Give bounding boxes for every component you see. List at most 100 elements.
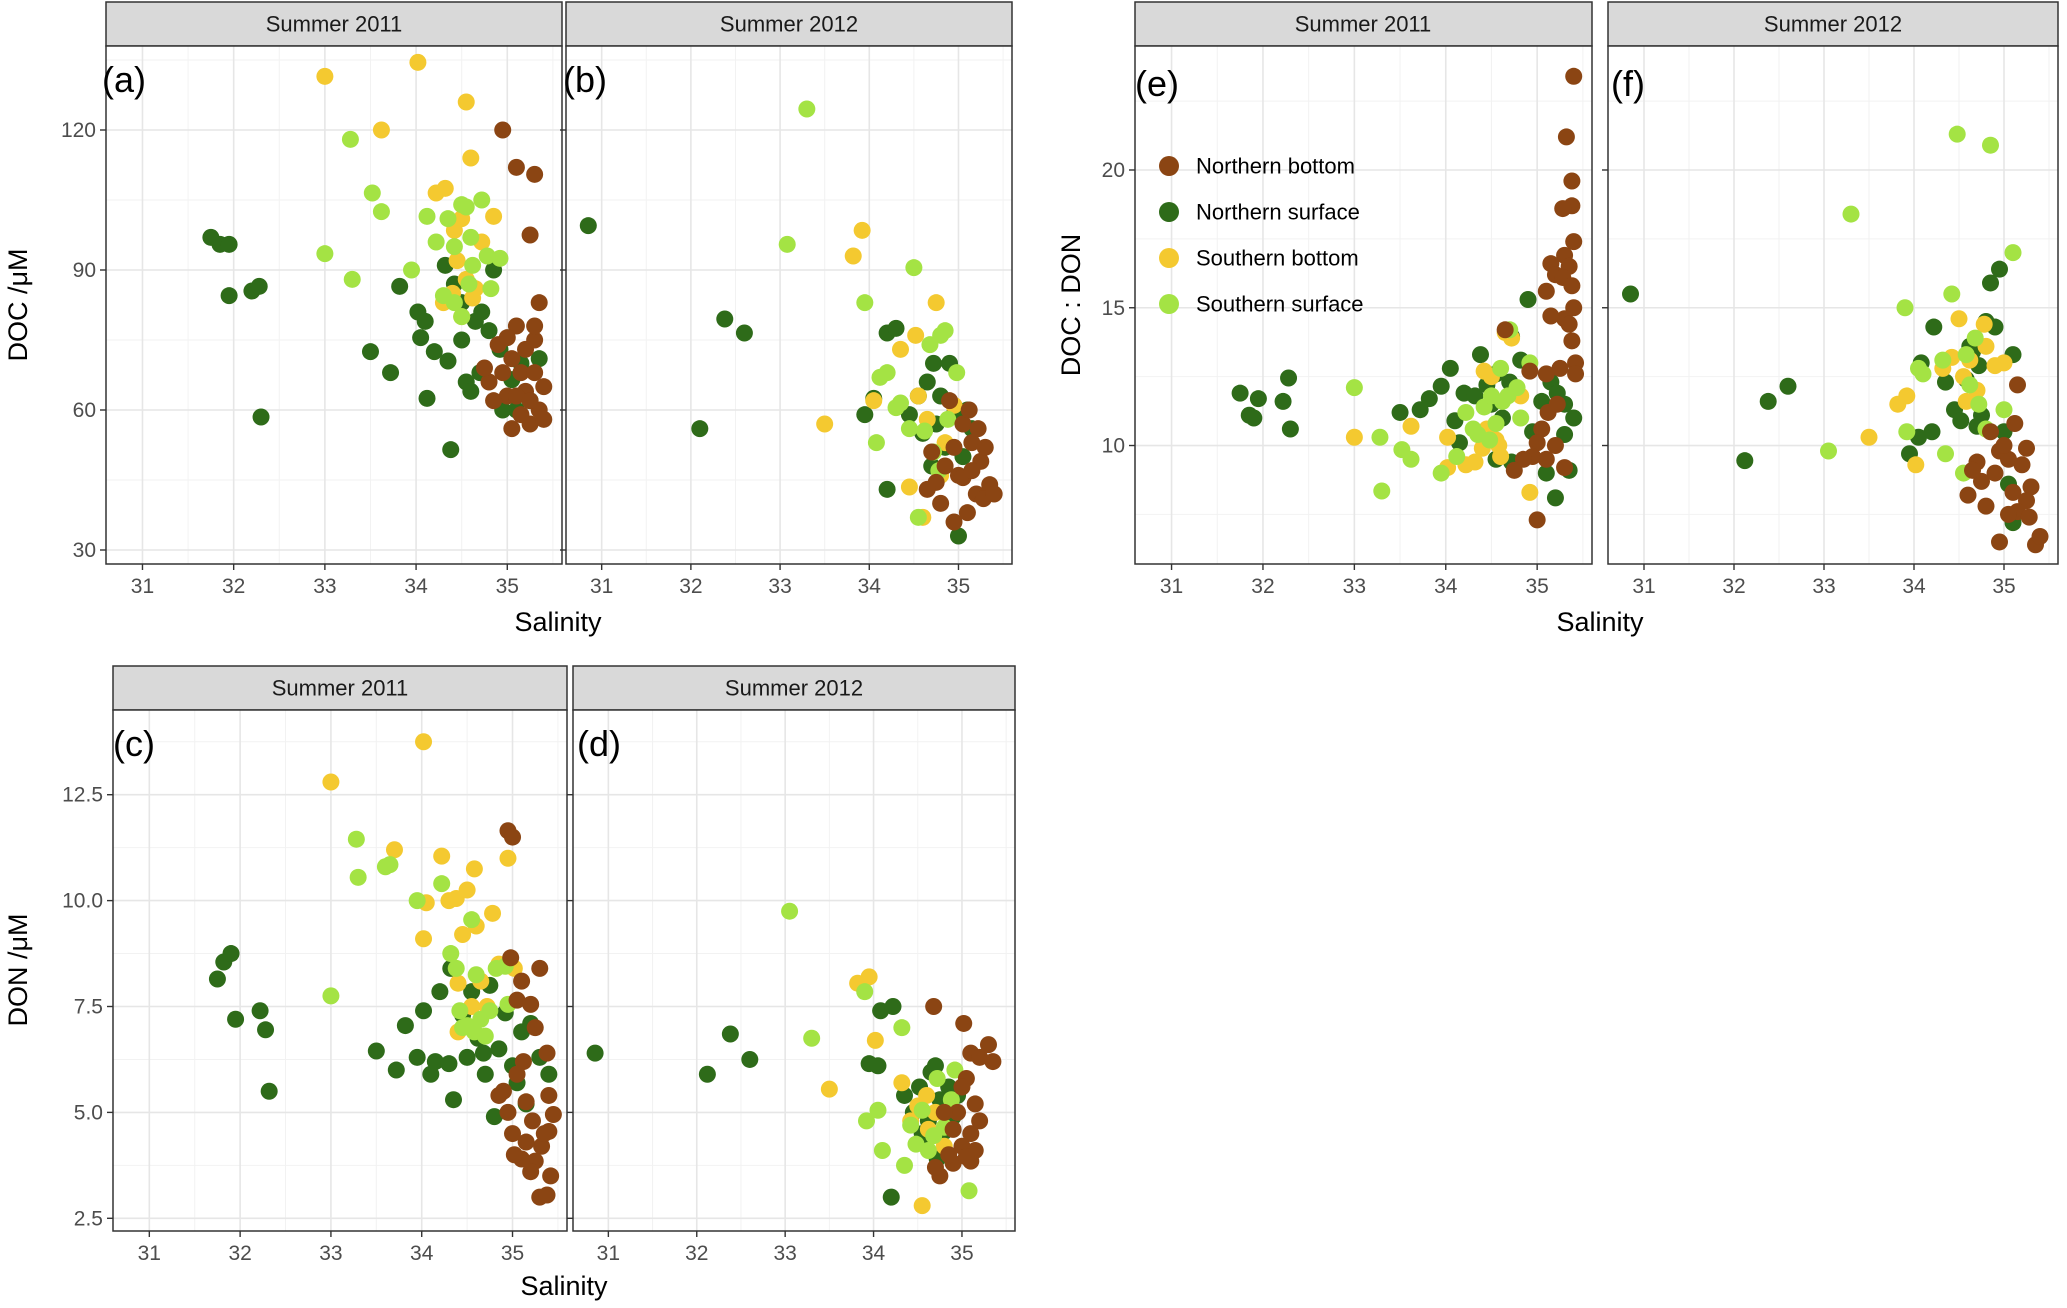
y-axis-title-c: DON /μM xyxy=(3,913,33,1026)
point-southern-bottom-f xyxy=(1950,310,1968,328)
point-southern-bottom-c xyxy=(385,841,403,859)
point-northern-surface-d xyxy=(896,1086,913,1104)
point-northern-bottom-c xyxy=(533,1137,551,1155)
point-southern-surface-a xyxy=(403,261,421,279)
point-northern-surface-e xyxy=(1280,369,1298,387)
points-f xyxy=(1622,125,2049,554)
point-southern-surface-f xyxy=(1970,395,1988,413)
point-northern-bottom-c xyxy=(542,1167,560,1185)
point-northern-bottom-a xyxy=(503,350,521,368)
point-northern-surface-a xyxy=(416,312,434,330)
point-southern-bottom-e xyxy=(1466,453,1484,471)
point-southern-surface-b xyxy=(900,420,918,438)
point-northern-surface-a xyxy=(442,441,460,459)
point-northern-bottom-b xyxy=(941,392,959,410)
point-northern-surface-c xyxy=(396,1017,414,1035)
point-northern-bottom-e xyxy=(1551,359,1569,377)
point-southern-surface-e xyxy=(1487,414,1505,432)
point-southern-bottom-b xyxy=(844,247,862,265)
point-southern-bottom-f xyxy=(1898,387,1916,405)
point-northern-bottom-e xyxy=(1565,67,1583,85)
point-northern-bottom-a xyxy=(526,317,544,335)
point-southern-surface-d xyxy=(857,1112,875,1130)
point-northern-bottom-c xyxy=(538,1186,556,1204)
point-southern-surface-f xyxy=(1898,423,1916,441)
x-tick-label-f: 33 xyxy=(1812,575,1835,598)
point-southern-bottom-d xyxy=(866,1031,884,1049)
y-axis-title-e: DOC : DON xyxy=(1056,234,1086,377)
point-northern-bottom-b xyxy=(932,494,950,512)
point-northern-surface-a xyxy=(425,343,443,361)
point-northern-bottom-d xyxy=(935,1103,953,1121)
point-southern-bottom-a xyxy=(457,93,475,111)
point-northern-bottom-e xyxy=(1567,365,1585,383)
point-southern-surface-a xyxy=(341,130,359,148)
point-northern-surface-c xyxy=(426,1053,444,1071)
point-southern-surface-a xyxy=(418,207,436,225)
point-northern-bottom-a xyxy=(512,364,530,382)
point-northern-bottom-d xyxy=(957,1148,975,1166)
point-northern-bottom-e xyxy=(1563,332,1581,350)
point-northern-bottom-c xyxy=(508,1065,526,1083)
point-northern-bottom-a xyxy=(494,364,512,382)
point-northern-bottom-a xyxy=(503,420,521,438)
y-axis-title-a: DOC /μM xyxy=(3,248,33,361)
point-southern-surface-a xyxy=(473,191,491,209)
point-northern-surface-e xyxy=(1441,359,1459,377)
point-northern-bottom-e xyxy=(1560,315,1578,333)
point-southern-surface-a xyxy=(316,245,334,263)
panel-label-b: (b) xyxy=(563,59,607,100)
point-northern-surface-d xyxy=(884,998,902,1016)
point-northern-surface-e xyxy=(1281,420,1299,438)
point-northern-bottom-d xyxy=(971,1112,989,1130)
point-northern-surface-a xyxy=(220,287,238,305)
points-b xyxy=(579,100,1003,545)
point-southern-surface-d xyxy=(856,983,874,1001)
point-northern-bottom-d xyxy=(940,1146,958,1164)
point-northern-bottom-a xyxy=(507,158,525,176)
point-northern-surface-a xyxy=(220,235,238,253)
point-northern-bottom-f xyxy=(1986,464,2004,482)
point-southern-surface-b xyxy=(778,235,796,253)
point-southern-surface-b xyxy=(909,508,927,526)
point-northern-surface-a xyxy=(252,408,270,426)
point-southern-surface-a xyxy=(363,184,381,202)
point-northern-bottom-d xyxy=(962,1125,980,1143)
frame-d xyxy=(572,709,1016,1232)
points-a xyxy=(202,53,553,459)
point-northern-bottom-a xyxy=(521,226,539,244)
x-axis-title-right: Salinity xyxy=(1556,607,1644,637)
point-southern-surface-f xyxy=(1842,205,1860,223)
point-northern-bottom-b xyxy=(954,415,972,433)
point-southern-surface-d xyxy=(803,1029,821,1047)
x-tick-label-d: 31 xyxy=(597,1242,620,1265)
point-northern-surface-a xyxy=(361,343,379,361)
x-tick-label-c: 34 xyxy=(410,1242,434,1265)
point-southern-surface-a xyxy=(457,198,475,216)
point-southern-surface-b xyxy=(905,259,923,277)
point-southern-surface-d xyxy=(913,1101,931,1119)
point-southern-surface-d xyxy=(960,1182,978,1200)
point-southern-surface-e xyxy=(1432,464,1450,482)
point-northern-bottom-d xyxy=(926,1158,944,1176)
point-northern-bottom-c xyxy=(505,1146,523,1164)
x-axis-title-top-left: Salinity xyxy=(514,607,602,637)
point-northern-bottom-a xyxy=(526,331,544,349)
point-southern-bottom-b xyxy=(816,415,834,433)
point-northern-surface-d xyxy=(869,1057,887,1075)
point-southern-surface-d xyxy=(873,1142,891,1160)
x-tick-label-d: 33 xyxy=(773,1242,796,1265)
point-northern-bottom-a xyxy=(526,165,544,183)
point-southern-surface-d xyxy=(928,1070,946,1088)
x-tick-label-f: 34 xyxy=(1902,575,1926,598)
panel-c: Summer 2011 31 32 33 34 352.55.07.510.012.5 … xyxy=(62,665,568,1265)
point-southern-surface-e xyxy=(1448,448,1466,466)
point-southern-surface-d xyxy=(925,1127,943,1145)
point-northern-bottom-e xyxy=(1537,282,1555,300)
x-tick-label-d: 35 xyxy=(950,1242,973,1265)
y-tick-label-c: 2.5 xyxy=(74,1207,103,1230)
point-northern-bottom-c xyxy=(535,1125,553,1143)
strip-label-b: Summer 2012 xyxy=(720,12,858,37)
point-northern-bottom-c xyxy=(508,991,526,1009)
plot-area-f xyxy=(1608,46,2058,564)
